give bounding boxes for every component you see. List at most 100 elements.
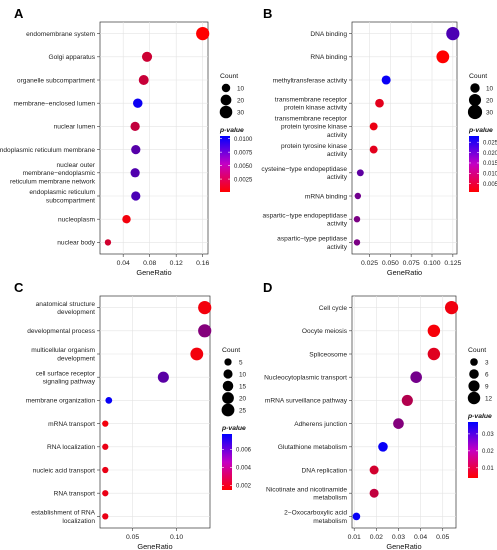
data-point: [198, 324, 212, 338]
x-tick-label: 0.16: [196, 260, 209, 267]
panel-d: D Cell cycle Oocyte meiosis Spliceosome Nucl…: [263, 280, 494, 550]
data-point: [369, 465, 379, 475]
data-point: [102, 513, 109, 520]
data-point: [130, 121, 140, 132]
category-label: cell surface receptor: [36, 370, 96, 377]
data-point: [131, 191, 141, 201]
size-legend-dot: [467, 391, 481, 405]
size-legend-title: Count: [468, 347, 486, 354]
size-legend-dot: [469, 369, 479, 379]
data-point: [102, 466, 109, 474]
data-point: [157, 371, 169, 383]
data-point: [138, 75, 149, 85]
x-tick-label: 0.100: [423, 260, 440, 267]
x-tick-label: 0.10: [170, 534, 183, 541]
data-point: [131, 144, 141, 155]
category-label: development: [57, 355, 95, 362]
size-legend-dot: [470, 358, 478, 366]
data-point: [353, 239, 361, 246]
category-label: reticulum membrane network: [10, 178, 96, 185]
x-tick-label: 0.05: [436, 534, 449, 541]
color-legend-label: 0.002: [236, 484, 252, 490]
x-tick-label: 0.050: [382, 260, 399, 267]
size-legend-label: 30: [486, 109, 494, 116]
category-label: developmental process: [27, 328, 96, 335]
category-label: aspartic−type peptidase: [277, 236, 347, 243]
category-label: mRNA binding: [305, 193, 347, 200]
color-legend-label: 0.0100: [234, 137, 253, 143]
color-legend-label: 0.0050: [234, 164, 253, 170]
color-legend-label: 0.0075: [234, 150, 253, 156]
size-legend-dot: [224, 358, 232, 366]
color-legend-label: 0.004: [236, 466, 252, 472]
size-legend-label: 3: [485, 359, 489, 366]
size-legend-label: 5: [239, 359, 243, 366]
category-label: nuclear lumen: [54, 124, 96, 131]
category-label: endoplasmic reticulum: [29, 189, 95, 196]
category-label: protein kinase activity: [284, 105, 348, 112]
category-label: establishment of RNA: [31, 510, 95, 517]
size-legend-label: 25: [239, 407, 247, 414]
x-tick-label: 0.02: [370, 534, 383, 541]
category-label: activity: [327, 174, 348, 181]
category-label: Glutathione metabolism: [278, 444, 348, 451]
color-legend-bar: [468, 422, 478, 478]
color-legend-label: 0.005: [483, 182, 497, 188]
category-label: methyltransferase activity: [273, 77, 348, 84]
data-point: [427, 347, 441, 361]
size-legend-title: Count: [469, 73, 487, 80]
size-legend-dot: [470, 83, 480, 93]
data-point: [141, 51, 153, 62]
x-tick-label: 0.125: [444, 260, 461, 267]
category-label: multicellular organism: [31, 347, 95, 354]
size-legend-title: Count: [220, 73, 238, 80]
data-point: [436, 50, 450, 64]
category-label: DNA binding: [310, 31, 347, 38]
panel-b: B DNA binding RNA binding methyltransferase…: [261, 6, 497, 277]
data-point: [378, 441, 388, 452]
data-point: [104, 239, 112, 246]
size-legend-dot: [222, 392, 234, 404]
color-legend-label: 0.01: [482, 466, 494, 472]
category-label: RNA localization: [47, 444, 95, 451]
category-label: cysteine−type endopeptidase: [261, 166, 347, 173]
category-label: endoplasmic reticulum membrane: [0, 147, 95, 154]
color-legend-title: p-value: [219, 127, 244, 134]
category-label: metabolism: [313, 518, 347, 525]
size-legend-label: 6: [485, 371, 489, 378]
x-tick-label: 0.01: [348, 534, 361, 541]
data-point: [356, 169, 364, 177]
x-axis-label: GeneRatio: [136, 268, 171, 277]
size-legend-label: 9: [485, 383, 489, 390]
category-label: 2−Oxocarboxylic acid: [284, 510, 347, 517]
category-label: membrane organization: [26, 398, 96, 405]
size-legend-dot: [221, 83, 231, 93]
plot-area: [99, 295, 211, 529]
category-label: protein tyrosine kinase: [281, 124, 347, 131]
category-label: nucleic acid transport: [33, 467, 95, 474]
color-legend-bar: [222, 434, 232, 490]
data-point: [381, 75, 391, 85]
color-legend-label: 0.03: [482, 432, 494, 438]
color-legend-label: 0.006: [236, 448, 252, 454]
size-legend-dot: [219, 105, 233, 119]
category-label: Oocyte meiosis: [302, 328, 348, 335]
category-label: nuclear body: [57, 240, 95, 247]
size-legend-label: 10: [237, 85, 245, 92]
category-label: transmembrane receptor: [275, 96, 348, 103]
size-legend-dot: [221, 403, 235, 417]
category-label: activity: [327, 244, 348, 251]
data-point: [122, 214, 131, 224]
data-point: [352, 512, 361, 521]
category-label: activity: [327, 132, 348, 139]
color-legend-label: 0.020: [483, 151, 497, 157]
size-legend-label: 20: [237, 97, 245, 104]
category-label: nucleoplasm: [58, 217, 96, 224]
data-point: [190, 347, 204, 361]
data-point: [369, 145, 378, 154]
category-label: organelle subcompartment: [17, 77, 95, 84]
size-legend-label: 20: [486, 97, 494, 104]
